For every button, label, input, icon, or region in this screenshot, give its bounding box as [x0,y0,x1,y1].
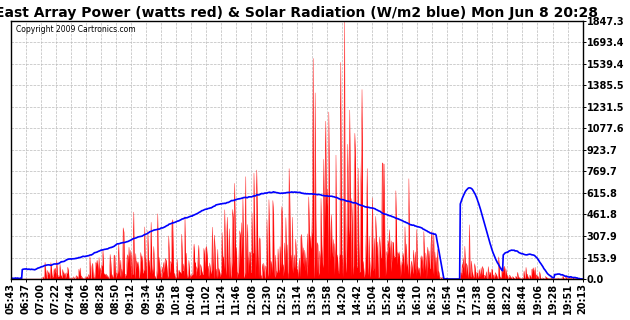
Text: Copyright 2009 Cartronics.com: Copyright 2009 Cartronics.com [16,25,136,34]
Title: East Array Power (watts red) & Solar Radiation (W/m2 blue) Mon Jun 8 20:28: East Array Power (watts red) & Solar Rad… [0,5,598,20]
